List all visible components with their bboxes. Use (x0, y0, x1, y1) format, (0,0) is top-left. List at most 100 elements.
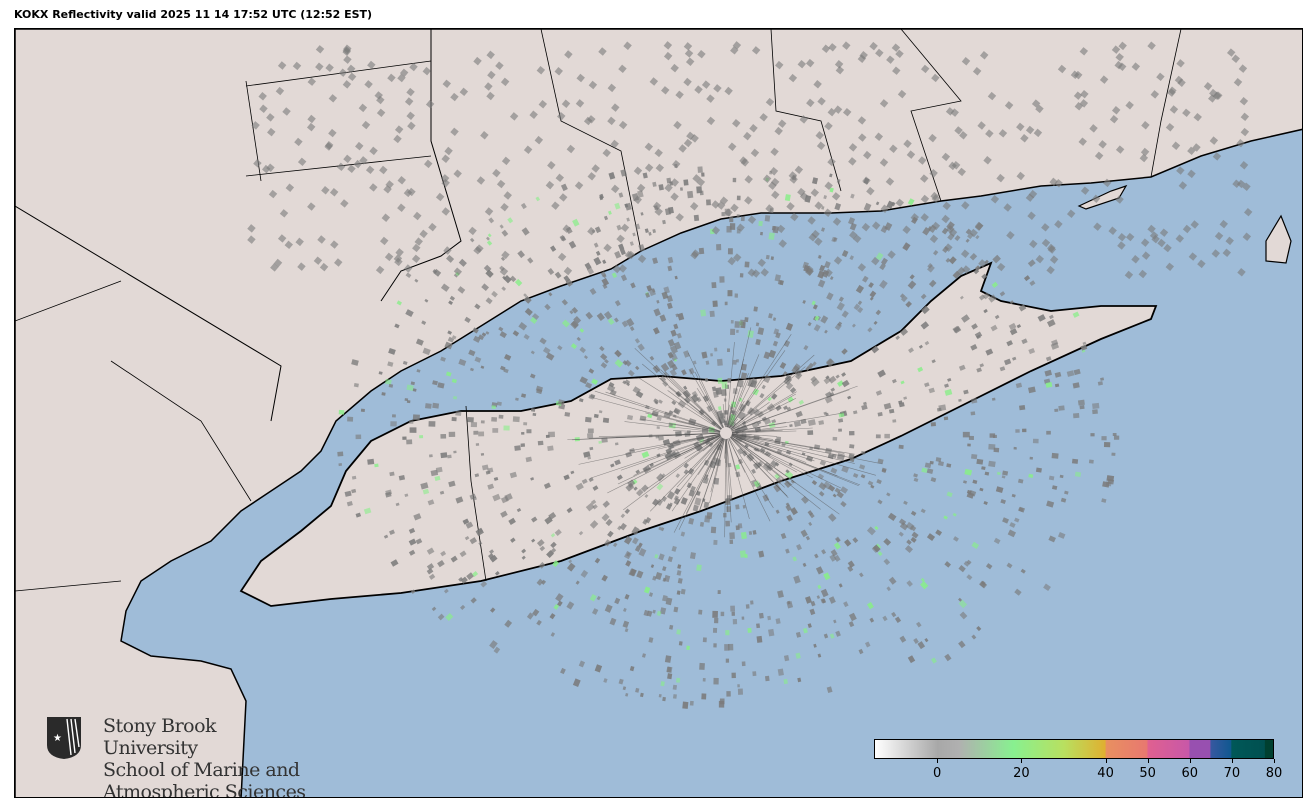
radar-echo (549, 613, 556, 620)
radar-echo (1035, 254, 1045, 264)
radar-echo (947, 377, 952, 382)
radar-echo (383, 534, 389, 539)
radar-echo (824, 396, 833, 404)
radar-echo (624, 250, 634, 260)
svg-text:★: ★ (53, 733, 62, 744)
radar-echo (557, 252, 567, 262)
radar-echo (251, 121, 260, 130)
radar-echo (871, 345, 880, 354)
radar-echo (620, 513, 626, 519)
radar-echo (440, 550, 447, 557)
radar-echo (869, 296, 874, 301)
radar-echo (895, 49, 904, 59)
radar-echo (1057, 64, 1067, 74)
radar-echo (655, 163, 665, 173)
radar-echo (737, 684, 740, 688)
radar-echo (566, 601, 575, 610)
radar-echo (898, 444, 904, 450)
radar-echo (759, 393, 765, 399)
radar-echo (677, 564, 682, 569)
radar-echo (656, 498, 663, 506)
radar-echo (748, 531, 753, 536)
radar-echo (394, 125, 404, 134)
radar-echo (480, 452, 485, 456)
radar-echo (630, 282, 636, 289)
radar-radial (673, 432, 727, 533)
radar-echo (453, 267, 462, 276)
radar-echo (727, 348, 730, 353)
radar-echo (591, 164, 600, 173)
radar-echo (474, 303, 481, 310)
radar-echo (514, 278, 523, 287)
radar-echo (634, 545, 641, 552)
radar-echo (561, 319, 570, 328)
radar-echo (903, 139, 912, 148)
radar-echo (346, 64, 356, 74)
radar-echo (927, 264, 935, 273)
radar-echo (823, 195, 827, 200)
radar-echo (464, 535, 470, 541)
radar-echo (836, 453, 845, 461)
radar-echo (1141, 121, 1150, 130)
radar-echo (805, 366, 811, 371)
radar-echo (1117, 62, 1127, 72)
radar-echo (741, 363, 747, 371)
radar-echo (817, 254, 822, 259)
radar-echo (1018, 506, 1025, 513)
radar-echo (681, 369, 687, 376)
radar-radial (669, 432, 727, 445)
radar-echo (680, 531, 686, 537)
radar-echo (1025, 125, 1035, 135)
radar-map[interactable]: ★ Stony Brook University School of Marin… (14, 28, 1303, 798)
radar-echo (1073, 412, 1080, 419)
radar-echo (486, 91, 495, 101)
radar-echo (959, 295, 964, 300)
radar-echo (616, 474, 623, 481)
radar-echo (674, 488, 681, 495)
radar-echo (823, 633, 829, 639)
radar-echo (378, 371, 383, 375)
radar-echo (988, 460, 996, 468)
radar-echo (874, 132, 884, 141)
radar-echo (985, 348, 994, 356)
radar-echo (575, 99, 585, 108)
radar-echo (1097, 381, 1103, 386)
radar-echo (598, 47, 607, 56)
radar-echo (658, 526, 662, 531)
radar-radial (725, 334, 792, 434)
radar-echo (765, 254, 770, 260)
radar-echo (259, 104, 268, 113)
radar-echo (838, 296, 844, 302)
radar-echo (448, 431, 456, 437)
radar-echo (958, 364, 966, 371)
radar-echo (601, 574, 608, 582)
radar-radial (592, 397, 727, 434)
radar-echo (1014, 588, 1022, 596)
radar-echo (472, 571, 479, 578)
radar-echo (802, 562, 807, 567)
radar-echo (932, 250, 939, 256)
radar-echo (959, 131, 968, 140)
colorbar-tick (1105, 759, 1107, 763)
radar-echo (635, 365, 640, 371)
radar-echo (662, 566, 667, 572)
radar-echo (921, 305, 930, 315)
radar-echo (594, 226, 602, 234)
radar-echo (458, 358, 467, 366)
radar-echo (1103, 178, 1112, 188)
radar-echo (737, 411, 746, 421)
radar-echo (807, 321, 812, 327)
radar-echo (784, 480, 792, 488)
radar-echo (848, 621, 855, 628)
radar-echo (884, 433, 890, 439)
radar-echo (620, 274, 628, 282)
radar-echo (895, 198, 905, 208)
radar-echo (576, 336, 581, 342)
radar-echo (624, 508, 631, 515)
radar-echo (685, 57, 695, 67)
radar-echo (975, 234, 980, 240)
radar-echo (542, 346, 551, 355)
radar-echo (814, 553, 819, 559)
radar-echo (379, 236, 389, 246)
radar-echo (431, 606, 437, 612)
